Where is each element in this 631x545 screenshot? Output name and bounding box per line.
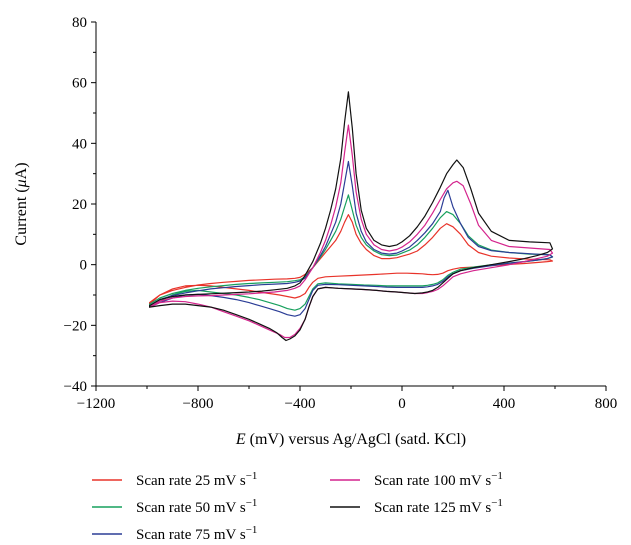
x-axis-title-rest: (mV) versus Ag/AgCl (satd. KCl) — [246, 431, 466, 448]
legend-label-1: Scan rate 50 mV s−1 — [136, 497, 257, 516]
y-tick-label: −20 — [64, 318, 87, 334]
x-tick-label: 400 — [493, 396, 516, 412]
legend-label-2: Scan rate 75 mV s−1 — [136, 524, 257, 543]
x-tick-label: 800 — [595, 396, 618, 412]
x-ticks: −1200 −800 −400 0 400 800 — [77, 386, 617, 412]
series-line-2 — [149, 160, 554, 317]
y-axis-title-pre: Current ( — [13, 187, 30, 245]
y-ticks: −40 −20 0 20 40 60 80 — [64, 15, 96, 395]
y-tick-label: −40 — [64, 379, 87, 395]
y-axis-title-mu: μ — [13, 179, 30, 188]
x-tick-label: 0 — [398, 396, 406, 412]
series-line-1 — [149, 194, 554, 311]
series-line-4 — [149, 91, 554, 342]
y-tick-label: 20 — [72, 197, 87, 213]
legend-label-0: Scan rate 25 mV s−1 — [136, 470, 257, 489]
x-tick-label: −800 — [183, 396, 214, 412]
series-line-0 — [149, 214, 554, 305]
legend: Scan rate 25 mV s−1 Scan rate 50 mV s−1 Sc… — [92, 470, 503, 543]
x-tick-label: −1200 — [77, 396, 115, 412]
legend-label-4: Scan rate 125 mV s−1 — [374, 497, 503, 516]
y-tick-label: 0 — [80, 258, 88, 274]
y-axis-title: Current (μA) — [13, 162, 30, 245]
x-axis-title-e: E — [235, 431, 246, 448]
x-axis-title: E (mV) versus Ag/AgCl (satd. KCl) — [235, 431, 466, 448]
y-axis-title-post: A) — [13, 162, 30, 179]
curves — [149, 91, 554, 342]
series-line-3 — [149, 124, 554, 339]
x-tick-label: −400 — [285, 396, 316, 412]
y-tick-label: 80 — [72, 15, 87, 31]
y-tick-label: 60 — [72, 76, 87, 92]
y-tick-label: 40 — [72, 136, 87, 152]
legend-label-3: Scan rate 100 mV s−1 — [374, 470, 503, 489]
